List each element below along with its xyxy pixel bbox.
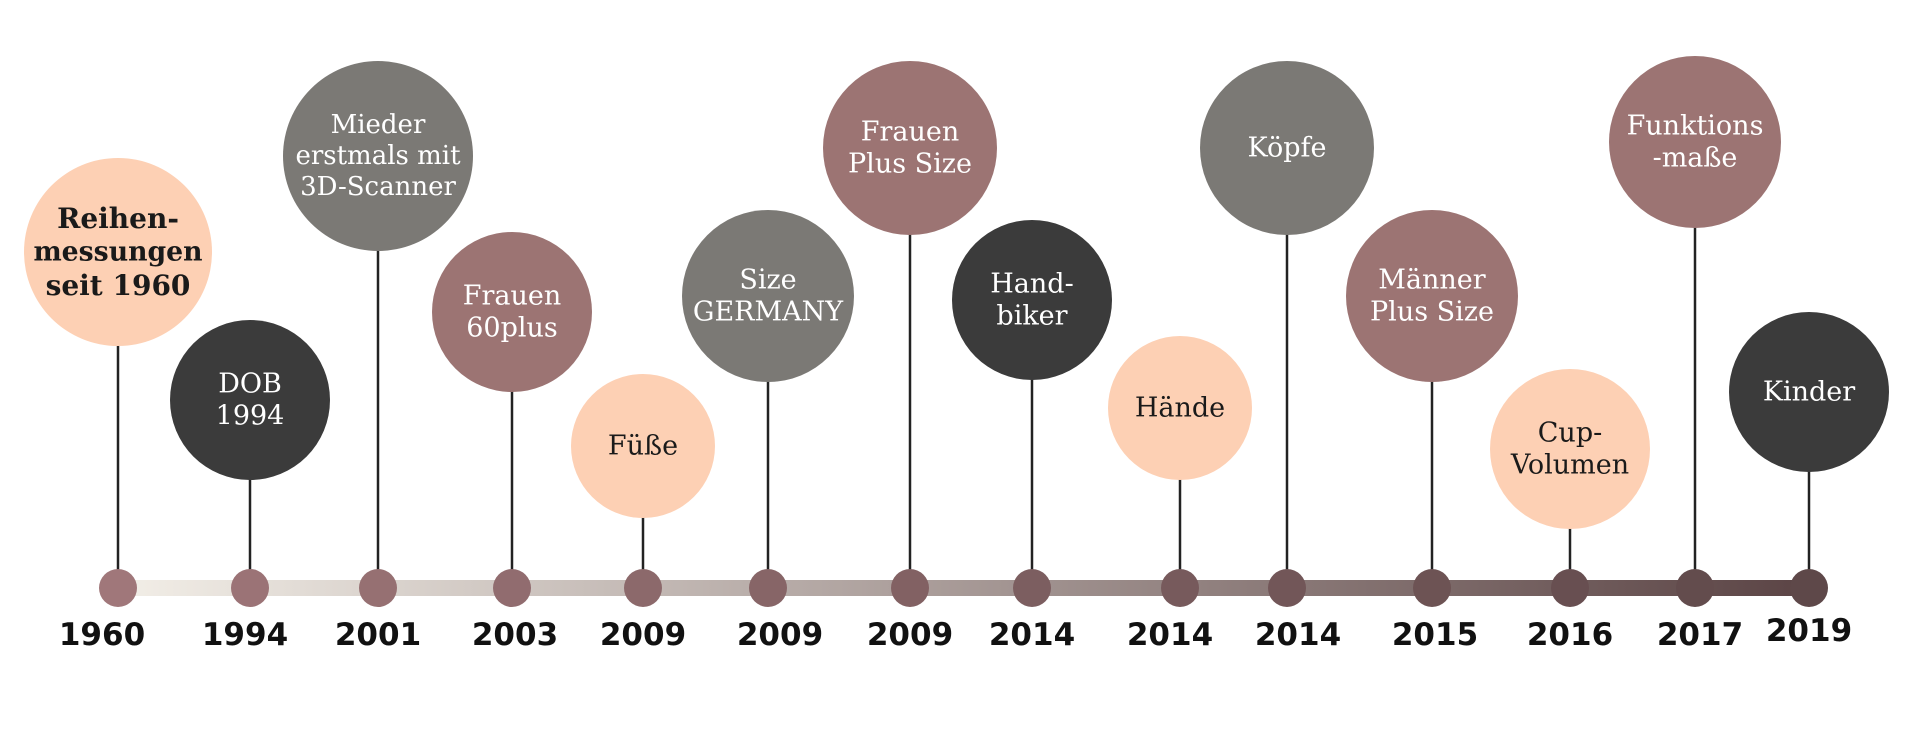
bubble-circle	[1609, 56, 1781, 228]
bubble-label: Volumen	[1510, 450, 1629, 481]
bubble-label: messungen	[33, 237, 202, 268]
bubble-label: Kinder	[1763, 377, 1855, 408]
year-label: 2009	[737, 617, 823, 653]
bubble-circle	[24, 158, 212, 346]
bubble-circle	[283, 61, 473, 251]
year-label: 2003	[472, 617, 558, 653]
year-label: 2014	[1127, 617, 1213, 653]
bubble-label: Cup-	[1538, 417, 1602, 448]
year-label: 2019	[1766, 613, 1852, 649]
bubble-label: DOB	[218, 368, 282, 399]
milestone-bubble: Funktions-maße	[1609, 56, 1781, 228]
bubble-label: 1994	[216, 401, 285, 432]
timeline-node	[231, 569, 269, 607]
bubble-label: Mieder	[331, 110, 426, 140]
timeline-node	[891, 569, 929, 607]
bubble-label: 60plus	[466, 313, 558, 344]
bubble-label: Plus Size	[848, 149, 972, 180]
bubble-label: 3D-Scanner	[300, 172, 456, 202]
bubble-label: Funktions	[1627, 110, 1764, 141]
bubble-label: Reihen-	[57, 202, 179, 235]
year-label: 1960	[59, 617, 145, 653]
bubble-label: Köpfe	[1248, 133, 1327, 164]
bubble-label: erstmals mit	[295, 141, 461, 171]
year-label: 2016	[1527, 617, 1613, 653]
milestone-bubble: Hand-biker	[952, 220, 1112, 380]
timeline-node	[1013, 569, 1051, 607]
bubble-label: Füße	[608, 431, 678, 462]
bubble-circle	[1108, 336, 1252, 480]
timeline-node	[493, 569, 531, 607]
year-label: 1994	[202, 617, 288, 653]
milestone-bubble: Hände	[1108, 336, 1252, 480]
bubble-label: Plus Size	[1370, 297, 1494, 328]
bubble-circle	[1200, 61, 1374, 235]
bubble-label: -maße	[1653, 143, 1738, 174]
bubble-circle	[1490, 369, 1650, 529]
bubble-label: Size	[739, 264, 796, 295]
timeline-axis	[110, 580, 1820, 596]
bubble-label: GERMANY	[693, 297, 844, 328]
year-label: 2009	[600, 617, 686, 653]
milestone-bubble: Füße	[571, 374, 715, 518]
timeline-node	[1268, 569, 1306, 607]
bubble-label: Hände	[1135, 393, 1225, 424]
year-label: 2014	[989, 617, 1075, 653]
timeline-node	[1676, 569, 1714, 607]
milestone-bubble: Cup-Volumen	[1490, 369, 1650, 529]
bubble-label: biker	[996, 301, 1067, 332]
milestone-bubble: Kinder	[1729, 312, 1889, 472]
bubble-circle	[170, 320, 330, 480]
bubble-circle	[432, 232, 592, 392]
bubble-circle	[952, 220, 1112, 380]
bubble-circle	[682, 210, 854, 382]
year-label: 2015	[1392, 617, 1478, 653]
bubble-circle	[823, 61, 997, 235]
milestone-bubble: Köpfe	[1200, 61, 1374, 235]
timeline-node	[624, 569, 662, 607]
bubble-label: Hand-	[990, 268, 1073, 299]
timeline-node	[1551, 569, 1589, 607]
bubble-label: seit 1960	[46, 269, 191, 302]
bubble-label: Männer	[1378, 264, 1486, 295]
bubble-circle	[1346, 210, 1518, 382]
year-label: 2001	[335, 617, 421, 653]
bubble-label: Frauen	[861, 116, 960, 147]
bubble-circle	[571, 374, 715, 518]
year-label: 2009	[867, 617, 953, 653]
timeline-node	[99, 569, 137, 607]
timeline-node	[1413, 569, 1451, 607]
timeline-node	[749, 569, 787, 607]
timeline-node	[359, 569, 397, 607]
year-label: 2014	[1255, 617, 1341, 653]
bubble-circle	[1729, 312, 1889, 472]
year-label: 2017	[1657, 617, 1743, 653]
timeline-node	[1790, 569, 1828, 607]
timeline-node	[1161, 569, 1199, 607]
bubble-label: Frauen	[463, 280, 562, 311]
